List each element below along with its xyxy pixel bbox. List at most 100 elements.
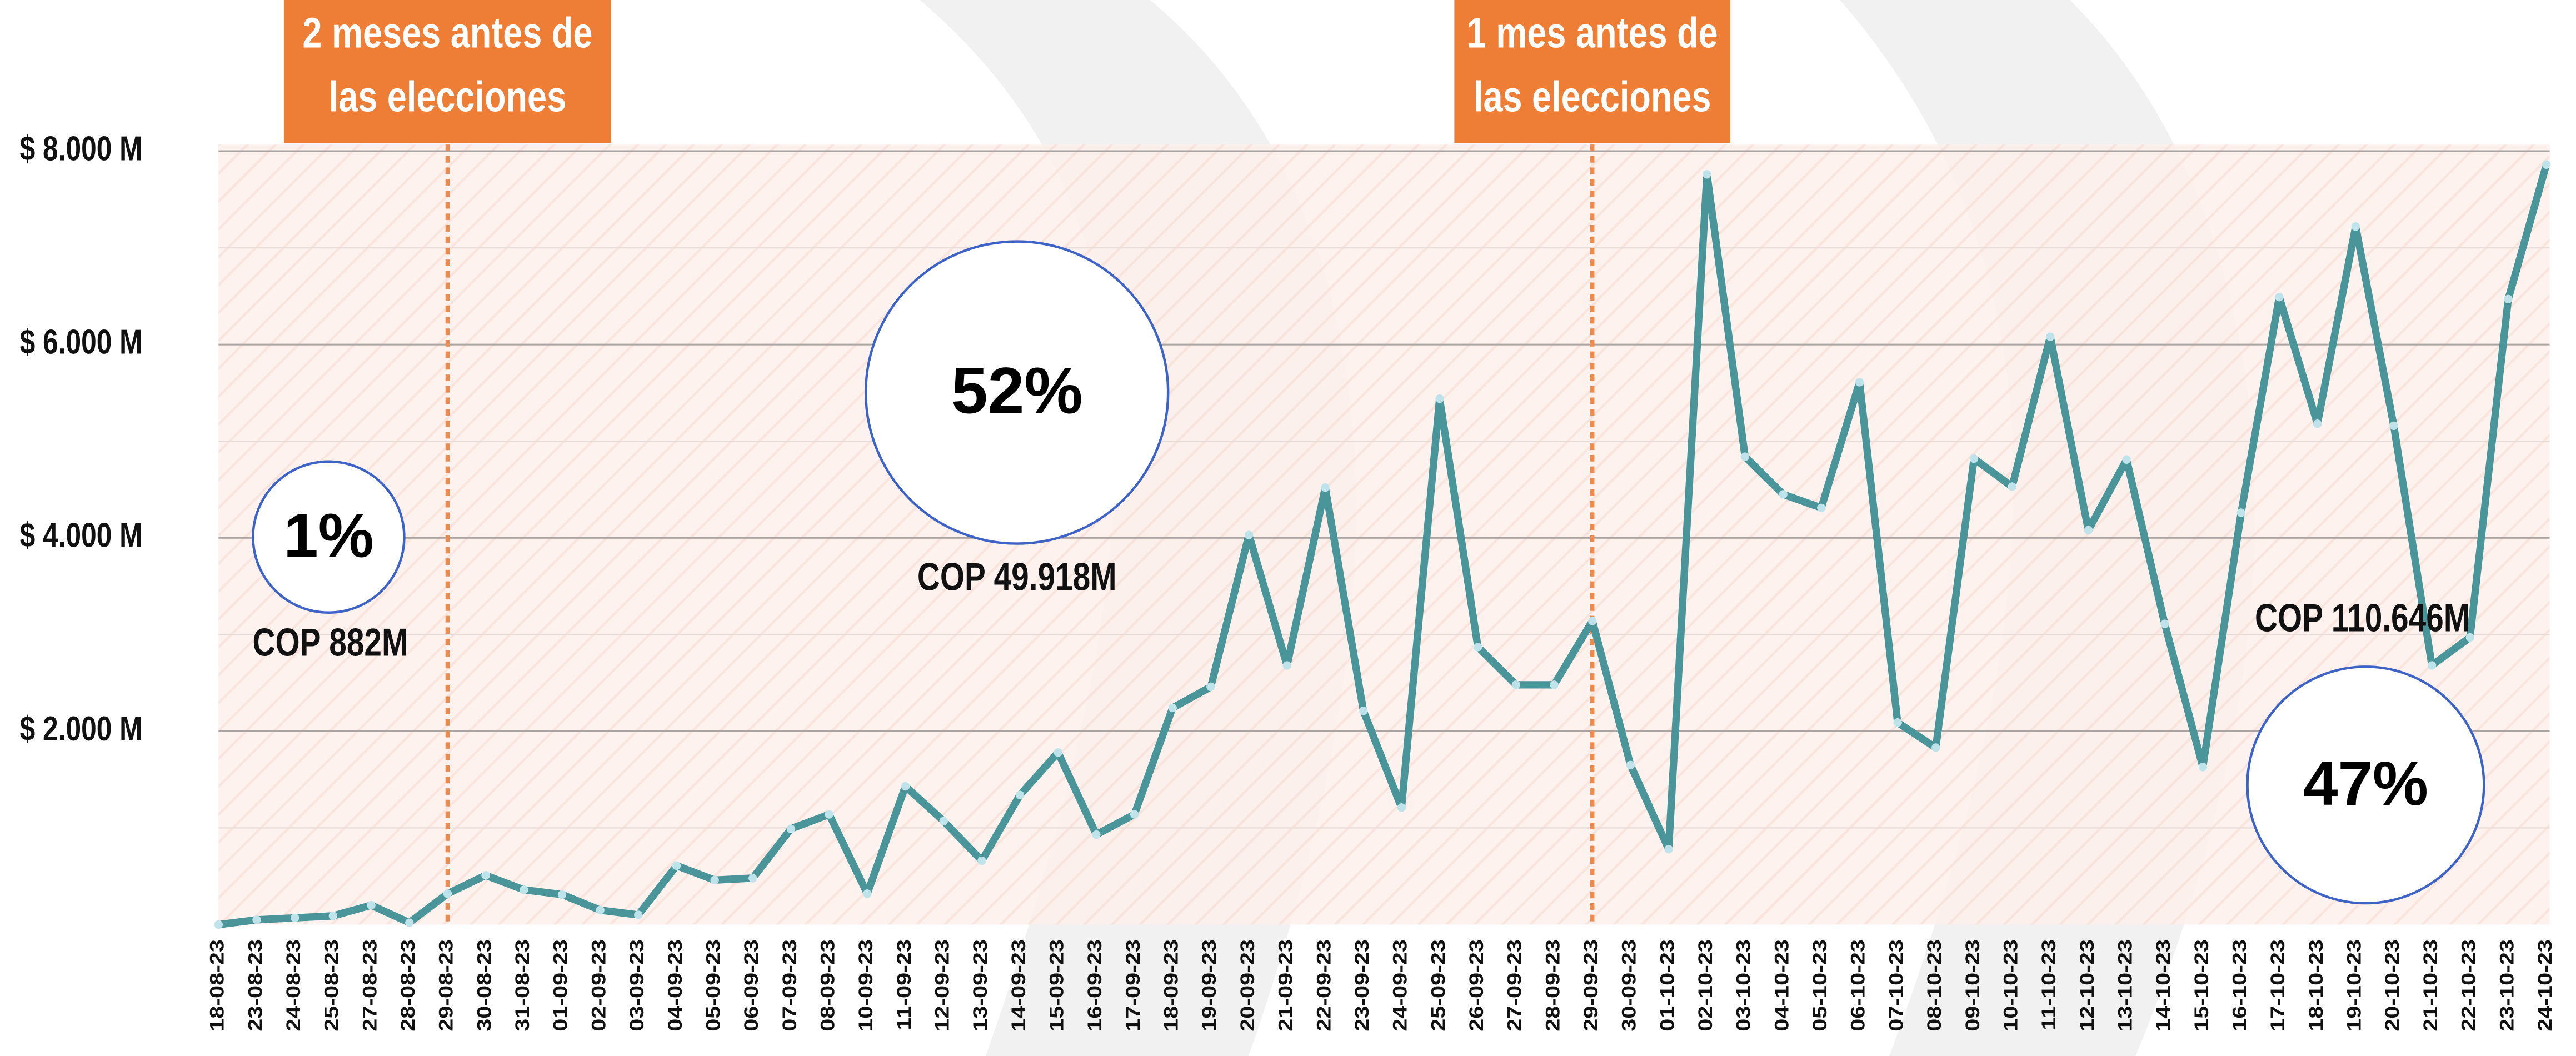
point: [1779, 490, 1787, 498]
point: [2542, 161, 2550, 169]
x-tick-label: 31-08-23: [512, 939, 533, 1032]
x-tick-label: 12-09-23: [931, 939, 953, 1032]
x-tick-label: 07-09-23: [779, 939, 801, 1032]
x-tick-label: 04-10-23: [1771, 939, 1793, 1032]
point: [2275, 293, 2283, 301]
marker-label: las elecciones: [1474, 73, 1711, 121]
point: [1169, 704, 1177, 712]
x-tick-label: 09-10-23: [1962, 939, 1984, 1032]
x-tick-label: 18-10-23: [2305, 939, 2327, 1032]
x-tick-label: 29-09-23: [1580, 939, 1602, 1032]
point: [1588, 617, 1596, 625]
x-tick-label: 17-10-23: [2267, 939, 2289, 1032]
x-tick-label: 05-10-23: [1809, 939, 1831, 1032]
x-tick-label: 15-10-23: [2191, 939, 2213, 1032]
x-tick-label: 01-10-23: [1656, 939, 1678, 1032]
point: [558, 890, 566, 899]
point: [1054, 748, 1062, 757]
x-tick-label: 20-10-23: [2382, 939, 2403, 1032]
point: [787, 824, 795, 833]
x-tick-label: 17-09-23: [1122, 939, 1144, 1032]
point: [2504, 295, 2512, 303]
point: [2160, 619, 2169, 628]
x-tick-label: 28-08-23: [397, 939, 419, 1032]
point: [2008, 482, 2016, 491]
x-tick-label: 08-09-23: [817, 939, 838, 1032]
point: [1817, 504, 1825, 512]
point: [2084, 526, 2093, 534]
point: [1855, 378, 1864, 386]
x-tick-label: 02-10-23: [1695, 939, 1716, 1032]
x-tick-label: 19-10-23: [2343, 939, 2365, 1032]
point: [710, 876, 718, 884]
bubble-label: 47%: [2303, 748, 2428, 818]
point: [863, 889, 871, 898]
bubble-label: 1%: [283, 500, 373, 570]
x-tick-label: 03-10-23: [1733, 939, 1755, 1032]
point: [825, 810, 833, 818]
point: [634, 910, 642, 919]
x-tick-label: 01-09-23: [550, 939, 572, 1032]
x-tick-label: 25-09-23: [1427, 939, 1449, 1032]
x-tick-label: 21-09-23: [1275, 939, 1296, 1032]
x-tick-label: 28-09-23: [1542, 939, 1564, 1032]
point: [329, 912, 337, 920]
point: [520, 885, 528, 894]
x-tick-label: 19-09-23: [1199, 939, 1220, 1032]
x-tick-label: 02-09-23: [588, 939, 610, 1032]
x-tick-label: 10-10-23: [2000, 939, 2021, 1032]
point: [1130, 810, 1139, 818]
y-tick-label: $ 6.000 M: [20, 322, 143, 361]
point: [252, 915, 261, 924]
bubble-text: COP 49.918M: [917, 554, 1117, 599]
point: [1512, 680, 1520, 689]
point: [672, 862, 681, 870]
x-tick-label: 11-10-23: [2038, 939, 2060, 1030]
y-tick-label: $ 2.000 M: [20, 709, 143, 748]
bubble-text: COP 110.646M: [2255, 595, 2470, 640]
point: [367, 901, 375, 909]
point: [405, 918, 413, 927]
point: [1206, 683, 1215, 691]
point: [596, 906, 604, 914]
point: [443, 889, 452, 898]
x-tick-label: 14-09-23: [1008, 939, 1030, 1032]
point: [1474, 643, 1482, 651]
y-tick-label: $ 8.000 M: [20, 129, 143, 168]
point: [2428, 661, 2436, 669]
x-tick-label: 21-10-23: [2420, 939, 2442, 1032]
point: [2123, 456, 2131, 464]
point: [2046, 333, 2054, 341]
x-tick-label: 23-09-23: [1351, 939, 1373, 1032]
x-tick-label: 18-08-23: [206, 939, 228, 1032]
point: [1359, 707, 1367, 715]
x-tick-label: 20-09-23: [1237, 939, 1259, 1032]
point: [1245, 530, 1253, 539]
point: [2313, 419, 2322, 428]
x-tick-label: 15-09-23: [1046, 939, 1067, 1032]
point: [1397, 803, 1406, 812]
point: [1435, 394, 1444, 403]
point: [2199, 763, 2207, 771]
point: [1741, 452, 1749, 461]
point: [1626, 761, 1635, 769]
x-tick-label: 26-09-23: [1466, 939, 1487, 1032]
point: [1931, 743, 1940, 752]
x-tick-label: 14-10-23: [2153, 939, 2174, 1032]
point: [291, 914, 299, 922]
marker-label: 2 meses antes de: [302, 8, 592, 56]
x-tick-label: 13-10-23: [2114, 939, 2136, 1032]
x-tick-label: 06-09-23: [741, 939, 762, 1032]
point: [1283, 661, 1291, 669]
point: [2389, 422, 2398, 430]
x-tick-label: 24-10-23: [2534, 939, 2556, 1032]
page: $ 2.000 M$ 4.000 M$ 6.000 M$ 8.000 M18-0…: [0, 0, 2576, 1056]
x-tick-label: 13-09-23: [970, 939, 991, 1032]
point: [1016, 791, 1024, 799]
x-tick-label: 18-09-23: [1160, 939, 1182, 1032]
point: [940, 817, 948, 825]
chart: $ 2.000 M$ 4.000 M$ 6.000 M$ 8.000 M18-0…: [0, 0, 2576, 1056]
x-tick-label: 16-10-23: [2229, 939, 2250, 1032]
point: [1550, 680, 1558, 689]
point: [214, 920, 223, 929]
